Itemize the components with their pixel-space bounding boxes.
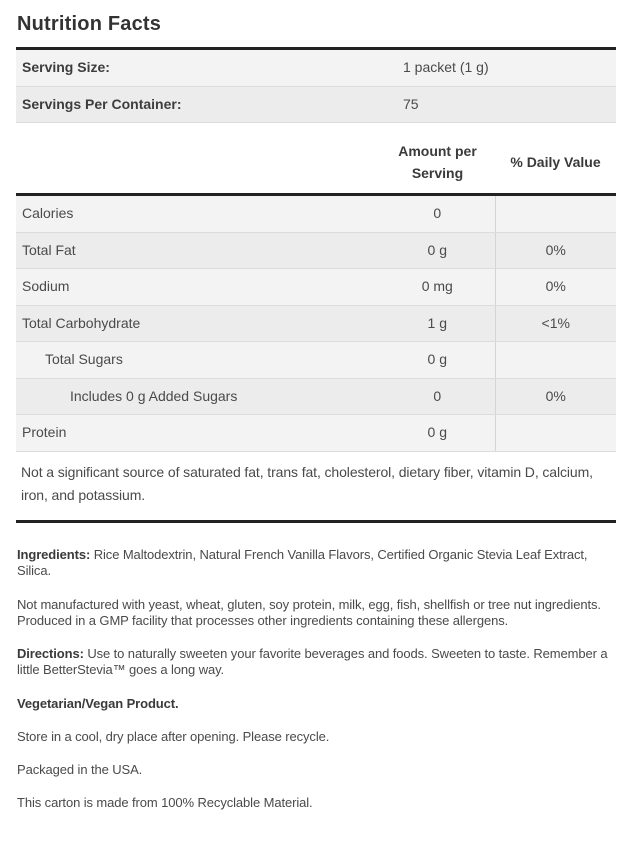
paragraph-lead: Directions: (17, 646, 84, 662)
nutrition-facts-table: Amount per Serving % Daily Value Calorie… (16, 123, 616, 524)
nutrient-amount: 0 g (380, 341, 495, 379)
detail-paragraph: Store in a cool, dry place after opening… (17, 729, 615, 745)
detail-paragraph: Directions: Use to naturally sweeten you… (17, 646, 615, 679)
serving-row: Serving Size: 1 packet (1 g) (16, 48, 616, 87)
nutrition-table-header: Amount per Serving % Daily Value (16, 123, 616, 197)
paragraph-lead: Ingredients: (17, 547, 91, 563)
page-title: Nutrition Facts (17, 13, 162, 35)
nutrient-daily-value: 0% (494, 232, 616, 270)
paragraph-lead: Vegetarian/Vegan Product. (17, 695, 179, 711)
col-header-daily-value: % Daily Value (495, 123, 616, 197)
nutrient-row: Calories 0 (16, 194, 616, 233)
paragraph-text: Not manufactured with yeast, wheat, glut… (17, 596, 601, 628)
nutrient-amount: 0 g (380, 414, 495, 452)
nutrient-name: Protein (16, 414, 380, 452)
nutrient-daily-value (494, 414, 616, 452)
nutrient-daily-value: 0% (494, 378, 616, 416)
detail-paragraph: Vegetarian/Vegan Product. (17, 696, 615, 712)
nutrient-amount: 1 g (380, 305, 495, 343)
paragraph-text: Rice Maltodextrin, Natural French Vanill… (17, 547, 588, 579)
nutrient-daily-value: <1% (494, 305, 616, 343)
footnote-row: Not a significant source of saturated fa… (16, 451, 616, 524)
nutrient-amount: 0 (380, 378, 495, 416)
serving-label: Serving Size: (16, 48, 397, 87)
serving-info-table: Serving Size: 1 packet (1 g) Servings Pe… (16, 47, 616, 123)
paragraph-text: Use to naturally sweeten your favorite b… (17, 646, 608, 678)
paragraph-text: This carton is made from 100% Recyclable… (17, 795, 313, 811)
nutrient-row: Protein 0 g (16, 414, 616, 452)
col-header-nutrient (16, 123, 380, 197)
serving-row: Servings Per Container: 75 (16, 86, 616, 123)
nutrient-name: Includes 0 g Added Sugars (16, 378, 380, 416)
nutrient-row: Includes 0 g Added Sugars 0 0% (16, 378, 616, 416)
col-header-amount-per-serving: Amount per Serving (380, 123, 495, 197)
nutrient-amount: 0 mg (380, 268, 495, 306)
nutrient-row: Sodium 0 mg 0% (16, 268, 616, 306)
detail-paragraph: Ingredients: Rice Maltodextrin, Natural … (17, 547, 615, 580)
nutrient-name: Total Sugars (16, 341, 380, 379)
product-details: Ingredients: Rice Maltodextrin, Natural … (16, 547, 616, 812)
nutrient-daily-value (494, 194, 616, 233)
detail-paragraph: Not manufactured with yeast, wheat, glut… (17, 597, 615, 630)
nutrient-amount: 0 g (380, 232, 495, 270)
serving-label: Servings Per Container: (16, 86, 397, 123)
nutrient-name: Total Carbohydrate (16, 305, 380, 343)
nutrient-daily-value: 0% (494, 268, 616, 306)
nutrient-row: Total Fat 0 g 0% (16, 232, 616, 270)
detail-paragraph: This carton is made from 100% Recyclable… (17, 795, 615, 811)
serving-value: 75 (397, 86, 616, 123)
nutrient-row: Total Sugars 0 g (16, 341, 616, 379)
serving-value: 1 packet (1 g) (397, 48, 616, 87)
nutrient-daily-value (494, 341, 616, 379)
nutrient-name: Sodium (16, 268, 380, 306)
paragraph-text: Packaged in the USA. (17, 762, 143, 778)
nutrient-name: Total Fat (16, 232, 380, 270)
nutrient-name: Calories (16, 194, 380, 233)
detail-paragraph: Packaged in the USA. (17, 762, 615, 778)
nutrient-amount: 0 (380, 194, 495, 233)
nutrient-row: Total Carbohydrate 1 g <1% (16, 305, 616, 343)
paragraph-text: Store in a cool, dry place after opening… (17, 728, 330, 744)
nutrition-footnote: Not a significant source of saturated fa… (16, 451, 616, 524)
